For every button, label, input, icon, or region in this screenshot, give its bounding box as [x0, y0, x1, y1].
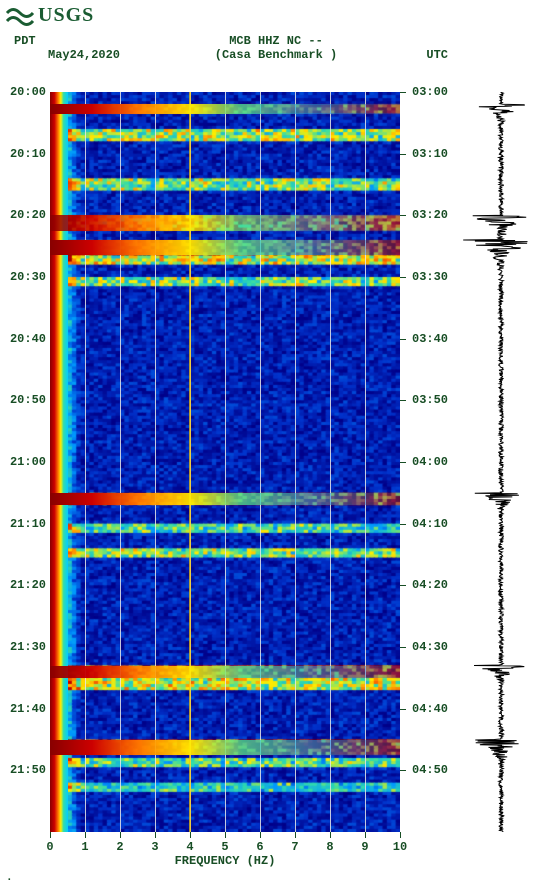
x-tick-label: 6 [256, 840, 263, 854]
spectrogram-plot [50, 92, 400, 832]
usgs-logo-text: USGS [38, 4, 94, 27]
event-band [50, 104, 400, 113]
waveform-trace [460, 92, 542, 832]
station-title: MCB HHZ NC -- [0, 34, 552, 48]
x-tick-label: 4 [186, 840, 193, 854]
y-tick-label: 04:50 [412, 763, 448, 777]
right-time-axis: 03:0003:1003:2003:3003:4003:5004:0004:10… [400, 92, 450, 832]
frequency-axis: FREQUENCY (HZ) 012345678910 [50, 832, 400, 862]
x-tick [365, 832, 366, 838]
y-tick-label: 20:40 [10, 332, 46, 346]
waveform-panel [460, 92, 542, 832]
y-tick [400, 92, 406, 93]
x-tick [155, 832, 156, 838]
event-band [50, 240, 400, 255]
left-time-axis: 20:0020:1020:2020:3020:4020:5021:0021:10… [0, 92, 50, 832]
y-tick [400, 647, 406, 648]
y-tick [400, 770, 406, 771]
date-label: May24,2020 [48, 48, 120, 62]
gridline [365, 92, 366, 832]
y-tick [400, 400, 406, 401]
y-tick-label: 04:40 [412, 702, 448, 716]
usgs-wave-icon [6, 5, 34, 27]
footer-mark: . [6, 872, 13, 884]
x-tick [50, 832, 51, 838]
x-tick [260, 832, 261, 838]
x-tick-label: 9 [361, 840, 368, 854]
y-tick-label: 04:10 [412, 517, 448, 531]
event-band [50, 740, 400, 755]
y-tick-label: 03:30 [412, 270, 448, 284]
y-tick-label: 20:50 [10, 393, 46, 407]
gridline [260, 92, 261, 832]
waveform-path [463, 92, 527, 832]
y-tick-label: 21:40 [10, 702, 46, 716]
y-tick-label: 21:30 [10, 640, 46, 654]
x-tick [85, 832, 86, 838]
y-tick-label: 03:00 [412, 85, 448, 99]
x-tick [400, 832, 401, 838]
x-tick-label: 7 [291, 840, 298, 854]
x-tick [295, 832, 296, 838]
y-tick [400, 339, 406, 340]
gridline [295, 92, 296, 832]
gridline [120, 92, 121, 832]
x-tick [225, 832, 226, 838]
y-tick-label: 20:10 [10, 147, 46, 161]
y-tick-label: 21:00 [10, 455, 46, 469]
y-tick-label: 04:20 [412, 578, 448, 592]
x-tick-label: 0 [46, 840, 53, 854]
x-tick-label: 10 [393, 840, 407, 854]
y-tick-label: 20:20 [10, 208, 46, 222]
y-tick [400, 709, 406, 710]
event-band [50, 493, 400, 505]
y-tick-label: 21:10 [10, 517, 46, 531]
y-tick [400, 277, 406, 278]
y-tick-label: 20:00 [10, 85, 46, 99]
event-band [50, 666, 400, 678]
pdt-label: PDT [14, 34, 36, 48]
y-tick-label: 04:30 [412, 640, 448, 654]
y-tick [400, 462, 406, 463]
x-tick-label: 1 [81, 840, 88, 854]
y-tick [400, 215, 406, 216]
gridline [155, 92, 156, 832]
chart-header: PDT May24,2020 MCB HHZ NC -- (Casa Bench… [0, 34, 552, 62]
y-tick-label: 03:40 [412, 332, 448, 346]
gridline [225, 92, 226, 832]
y-tick [400, 524, 406, 525]
x-tick-label: 2 [116, 840, 123, 854]
x-tick-label: 3 [151, 840, 158, 854]
y-tick-label: 21:20 [10, 578, 46, 592]
y-tick-label: 20:30 [10, 270, 46, 284]
gridline [85, 92, 86, 832]
x-tick [330, 832, 331, 838]
y-tick-label: 03:10 [412, 147, 448, 161]
x-axis-title: FREQUENCY (HZ) [175, 854, 276, 868]
y-tick [400, 585, 406, 586]
y-tick [400, 154, 406, 155]
y-tick-label: 04:00 [412, 455, 448, 469]
usgs-logo: USGS [6, 4, 94, 27]
utc-label: UTC [426, 48, 448, 62]
y-tick-label: 03:50 [412, 393, 448, 407]
y-tick-label: 21:50 [10, 763, 46, 777]
x-tick-label: 5 [221, 840, 228, 854]
y-tick-label: 03:20 [412, 208, 448, 222]
gridline [330, 92, 331, 832]
low-freq-energy-edge [50, 92, 68, 832]
x-tick [190, 832, 191, 838]
persistent-tone [189, 92, 191, 832]
event-band [50, 215, 400, 230]
x-tick [120, 832, 121, 838]
x-tick-label: 8 [326, 840, 333, 854]
